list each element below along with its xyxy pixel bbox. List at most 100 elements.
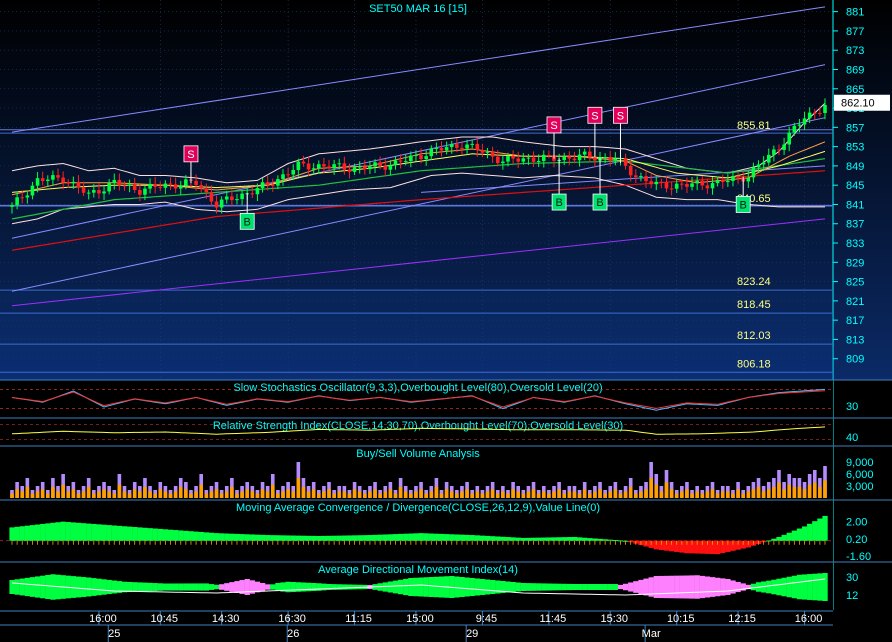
candle-body [337,163,342,165]
candle-body [680,183,684,185]
candle-body [628,165,633,176]
adx-area [321,583,327,591]
candle-body [424,156,428,160]
candle-body [35,178,40,186]
macd-area [290,535,296,541]
volume-bar-buy [15,489,19,498]
level-label: 855.81 [737,120,771,132]
indicator-title: Relative Strength Index(CLOSE,14,30,70),… [213,420,623,432]
y-tick-label: 833 [846,238,864,250]
volume-bar-buy [363,493,367,498]
volume-bar-buy [383,491,388,498]
macd-area [321,535,327,541]
candle-body [470,143,474,145]
volume-bar-buy [429,491,434,498]
macd-area [387,534,394,541]
x-tick-label: 16:00 [795,613,823,625]
volume-bar-buy [342,491,347,498]
macd-area [239,534,245,541]
candle-body [255,188,260,195]
candle-body [373,162,377,167]
adx-area [9,580,15,594]
candle-body [639,176,643,178]
candle-body [276,179,280,186]
adx-area [612,584,619,590]
adx-area [495,580,501,594]
volume-bar-buy [521,493,526,498]
volume-bar-buy [756,487,761,498]
volume-bar-buy [173,491,178,498]
candle-body [526,157,531,159]
adx-area [239,580,245,594]
candle-body [296,161,301,171]
candle-body [475,143,480,151]
level-zone [0,372,833,380]
macd-area [801,526,808,541]
macd-area [219,533,225,541]
adx-area [147,582,153,592]
candle-body [485,151,490,153]
volume-bar-buy [148,491,152,498]
candle-body [761,162,766,165]
volume-bar-buy [812,482,817,498]
adx-area [735,581,741,593]
adx-area [622,583,629,591]
adx-area [14,579,20,595]
macd-area [331,535,337,541]
volume-bar-buy [245,489,250,498]
candle-body [363,166,367,170]
volume-bar-buy [40,489,45,498]
candle-body [148,183,152,189]
candle-body [40,178,45,182]
candle-body [659,181,664,183]
volume-bar-buy [485,491,490,498]
adx-area [689,575,695,599]
macd-area [536,537,542,541]
volume-bar-buy [439,493,444,498]
candle-body [593,157,597,161]
candle-body [465,144,469,149]
volume-bar-buy [112,493,117,498]
x-tick-label: 11:15 [345,613,372,625]
candle-body [30,185,35,196]
adx-area [219,584,225,590]
macd-area [704,540,711,554]
candle-body [357,166,362,168]
macd-area [326,535,332,541]
adx-area [464,577,470,597]
adx-area [484,579,491,595]
adx-area [270,584,276,590]
volume-bar-buy [465,489,469,498]
volume-bar-buy [690,493,694,498]
chart-title: SET50 MAR 16 [15] [369,3,467,15]
macd-area [367,535,373,541]
macd-area [674,540,680,552]
candle-body [802,118,807,125]
volume-bar-buy [695,491,699,498]
candle-body [184,179,188,186]
volume-bar-buy [178,487,183,498]
volume-bar-buy [388,489,393,498]
volume-bar-buy [710,489,715,498]
signal-label: S [187,149,194,161]
adx-area [801,574,808,600]
adx-area [669,575,675,599]
macd-area [127,526,133,541]
volume-bar-buy [567,491,572,498]
bollinger-lower [11,172,825,225]
macd-area [50,522,56,541]
candle-body [291,170,296,175]
y-tick-label: 849 [846,161,864,173]
volume-bar-buy [76,493,81,498]
buy-signal [551,193,567,211]
macd-area [398,533,404,541]
adx-area [771,579,777,595]
macd-area [582,537,588,541]
macd-area [776,536,782,541]
macd-area [96,524,102,541]
adx-area [556,583,562,591]
candle-body [102,191,106,194]
adx-area [679,575,685,599]
volume-bar-buy [117,484,122,498]
macd-area [530,537,537,541]
